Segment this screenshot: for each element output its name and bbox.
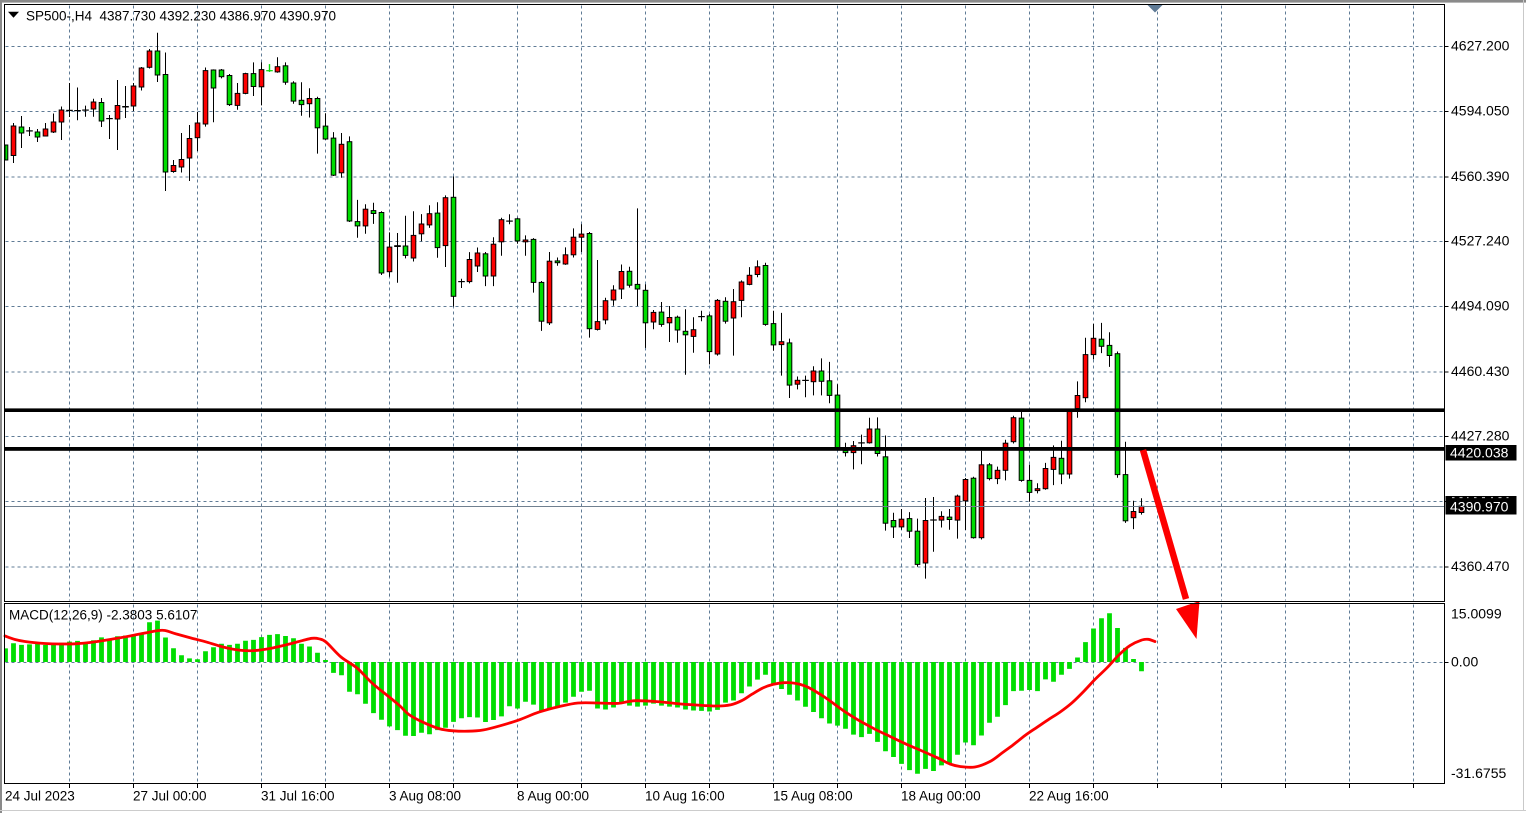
svg-text:18 Aug 00:00: 18 Aug 00:00 bbox=[901, 789, 981, 804]
svg-text:SP500-,H4: SP500-,H4 bbox=[26, 9, 93, 24]
svg-text:MACD(12,26,9) -2.3803 5.6107: MACD(12,26,9) -2.3803 5.6107 bbox=[9, 608, 197, 623]
svg-text:-31.6755: -31.6755 bbox=[1451, 765, 1506, 781]
svg-text:3 Aug 08:00: 3 Aug 08:00 bbox=[389, 789, 461, 804]
svg-text:4627.200: 4627.200 bbox=[1451, 38, 1510, 54]
svg-text:4427.280: 4427.280 bbox=[1451, 428, 1510, 444]
svg-text:8 Aug 00:00: 8 Aug 00:00 bbox=[517, 789, 589, 804]
svg-text:27 Jul 00:00: 27 Jul 00:00 bbox=[133, 789, 207, 804]
svg-text:4460.430: 4460.430 bbox=[1451, 363, 1510, 379]
svg-text:31 Jul 16:00: 31 Jul 16:00 bbox=[261, 789, 335, 804]
svg-text:4494.090: 4494.090 bbox=[1451, 298, 1510, 314]
svg-text:4527.240: 4527.240 bbox=[1451, 233, 1510, 249]
svg-text:4594.050: 4594.050 bbox=[1451, 103, 1510, 119]
svg-text:4420.038: 4420.038 bbox=[1450, 445, 1509, 461]
svg-text:4360.470: 4360.470 bbox=[1451, 558, 1510, 574]
svg-text:15 Aug 08:00: 15 Aug 08:00 bbox=[773, 789, 853, 804]
svg-text:24 Jul 2023: 24 Jul 2023 bbox=[5, 789, 75, 804]
svg-text:4387.730 4392.230 4386.970 439: 4387.730 4392.230 4386.970 4390.970 bbox=[100, 9, 336, 24]
svg-text:22 Aug 16:00: 22 Aug 16:00 bbox=[1029, 789, 1109, 804]
svg-text:4560.390: 4560.390 bbox=[1451, 168, 1510, 184]
svg-text:4390.970: 4390.970 bbox=[1450, 499, 1509, 515]
svg-text:10 Aug 16:00: 10 Aug 16:00 bbox=[645, 789, 725, 804]
svg-text:0.00: 0.00 bbox=[1451, 654, 1478, 670]
svg-text:15.0099: 15.0099 bbox=[1451, 606, 1502, 622]
